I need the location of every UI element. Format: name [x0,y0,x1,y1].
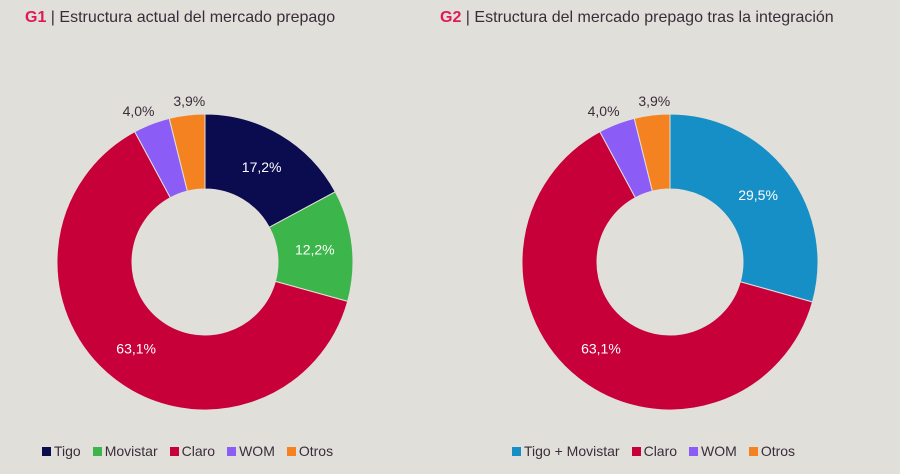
legend-label: Otros [298,443,334,459]
data-label: 12,2% [295,242,335,258]
data-label: 3,9% [638,93,670,109]
legend-label: Movistar [104,443,158,459]
legend-label: Tigo + Movistar [524,443,620,459]
legend-swatch [42,447,51,456]
legend-label: Otros [760,443,796,459]
legend-swatch [512,447,521,456]
data-label: 3,9% [173,93,205,109]
slice-otros [168,113,206,192]
legend-label: Tigo [54,443,81,459]
legend-swatch [227,447,237,456]
data-label: 17,2% [242,159,282,175]
legend-item: Tigo + Movistar [512,443,620,459]
title-tag: G2 [440,9,462,26]
legend-swatch [631,447,641,456]
title-tag: G1 [25,9,47,26]
legend-item: WOM [227,443,275,459]
legend-label: Claro [181,443,216,459]
legend-item: Otros [748,443,796,459]
chart-title-g2: G2 | Estructura del mercado prepago tras… [440,9,834,26]
legend-label: Claro [643,443,678,459]
slice-otros [633,113,671,192]
legend-item: Movistar [92,443,158,459]
data-label: 4,0% [123,103,155,119]
legend-item: Claro [169,443,216,459]
slice-claro [56,131,349,411]
legend-item: Claro [631,443,678,459]
chart-title-g1: G1 | Estructura actual del mercado prepa… [25,9,336,26]
legend-g2: Tigo + Movistar Claro WOM Otros [512,443,795,459]
data-label: 63,1% [116,340,156,356]
data-label: 63,1% [581,340,621,356]
legend-swatch [748,447,758,456]
legend-swatch [286,447,296,456]
data-label: 29,5% [738,187,778,203]
slice-tigo-movistar [669,113,819,303]
title-text: Estructura actual del mercado prepago [59,9,336,26]
legend-swatch [92,447,102,456]
title-text: Estructura del mercado prepago tras la i… [474,9,834,26]
legend-item: Tigo [42,443,81,459]
legend-label: WOM [239,443,275,459]
legend-swatch [169,447,179,456]
legend-label: WOM [701,443,737,459]
legend-item: Otros [286,443,334,459]
slice-claro [521,131,814,411]
legend-g1: Tigo Movistar Claro WOM Otros [42,443,333,459]
legend-item: WOM [689,443,737,459]
legend-swatch [689,447,699,456]
data-label: 4,0% [588,103,620,119]
